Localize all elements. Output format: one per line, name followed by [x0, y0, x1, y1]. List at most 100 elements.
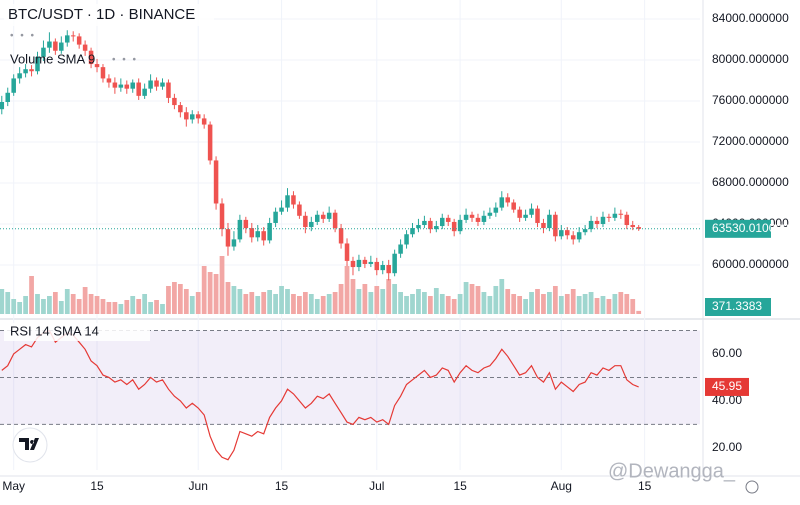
volume-bar — [350, 279, 356, 314]
candle-body — [124, 84, 130, 89]
volume-badge — [705, 298, 771, 316]
candle-body — [190, 114, 195, 120]
volume-bar — [475, 286, 481, 314]
candle-body — [213, 160, 219, 204]
volume-bar — [314, 299, 320, 314]
candle-body — [279, 207, 284, 212]
volume-bar — [225, 282, 231, 314]
volume-bar — [201, 266, 207, 314]
volume-bar — [148, 302, 153, 314]
candle-body — [53, 41, 58, 51]
candle-body — [332, 212, 338, 229]
volume-bar — [130, 296, 136, 314]
rsi-line — [1, 329, 639, 461]
y-tick-label: 84000.000000 — [712, 11, 789, 25]
candle-body — [398, 244, 403, 254]
candle-body — [225, 229, 231, 247]
candle-body — [529, 208, 534, 215]
candle-body — [404, 234, 409, 245]
volume-bar — [469, 284, 475, 314]
volume-bar — [344, 266, 350, 314]
volume-bar — [392, 284, 398, 314]
candle-body — [94, 64, 100, 68]
candle-body — [35, 56, 40, 72]
volume-bar — [94, 296, 100, 314]
candle-body — [344, 243, 350, 261]
candle-body — [5, 92, 10, 103]
y-tick-label: 68000.000000 — [712, 175, 789, 189]
candle-body — [612, 213, 618, 218]
candle-body — [386, 265, 391, 274]
candle-body — [160, 82, 165, 87]
candle-body — [243, 219, 249, 229]
volume-bar — [398, 292, 403, 314]
volume-bar — [237, 289, 243, 314]
volume-bar — [600, 296, 606, 314]
candle-body — [207, 124, 213, 161]
volume-bar — [118, 304, 124, 314]
candle-body — [368, 261, 374, 264]
candle-body — [291, 195, 296, 205]
x-tick-label: Jun — [189, 479, 208, 493]
volume-bar — [535, 289, 540, 314]
chart-title: BTC/USDT · 1D · BINANCE — [8, 6, 195, 23]
volume-bar — [541, 294, 546, 314]
volume-bar — [243, 294, 249, 314]
volume-bar — [273, 294, 278, 314]
candle-body — [267, 222, 272, 241]
candle-body — [76, 36, 82, 45]
candle-body — [23, 69, 28, 74]
volume-bar — [523, 299, 528, 314]
candle-body — [47, 41, 52, 48]
volume-bar — [261, 292, 267, 314]
y-tick-label: 76000.000000 — [712, 93, 789, 107]
candle-body — [142, 88, 147, 96]
candle-body — [350, 260, 356, 268]
volume-bar — [338, 284, 344, 314]
candle-body — [338, 228, 344, 244]
volume-bar — [552, 286, 558, 314]
volume-bar — [636, 310, 642, 314]
tv-logo[interactable] — [12, 427, 48, 463]
rsi-tick-label: 20.00 — [712, 440, 742, 454]
candle-body — [231, 239, 237, 247]
candle-body — [493, 207, 499, 213]
x-tick-label: Jul — [369, 479, 384, 493]
volume-bar — [380, 289, 386, 314]
candle-body — [392, 253, 397, 274]
settings-icon[interactable] — [745, 480, 759, 494]
volume-bar — [195, 292, 201, 314]
volume-bar — [320, 296, 326, 314]
menu-dots[interactable]: • • • — [112, 55, 138, 66]
candle-body — [594, 220, 600, 224]
volume-bar — [630, 299, 636, 314]
volume-bar — [582, 294, 588, 314]
volume-bar — [285, 289, 290, 314]
volume-bar — [308, 294, 314, 314]
volume-bar — [505, 289, 511, 314]
volume-bar — [124, 300, 130, 314]
candle-body — [59, 42, 64, 51]
volume-bar — [231, 286, 237, 314]
candle-body — [582, 229, 588, 233]
volume-bar — [29, 276, 34, 314]
volume-bar — [64, 289, 70, 314]
candle-body — [154, 80, 159, 87]
candle-body — [219, 203, 225, 230]
volume-bar — [326, 294, 332, 314]
candle-body — [285, 195, 290, 208]
volume-bar — [52, 292, 58, 314]
candle-body — [463, 214, 469, 220]
volume-bar — [529, 292, 534, 314]
x-tick-label: 15 — [638, 479, 652, 493]
title-bg — [4, 4, 214, 26]
candle-body — [451, 221, 457, 232]
candle-body — [320, 214, 326, 219]
candle-body — [576, 232, 582, 240]
rsi-tick-label: 60.00 — [712, 346, 742, 360]
candle-body — [172, 97, 177, 106]
volume-bar — [612, 294, 618, 314]
candle-body — [380, 265, 385, 271]
candle-body — [166, 82, 171, 98]
menu-dots[interactable]: • • • — [10, 31, 36, 42]
